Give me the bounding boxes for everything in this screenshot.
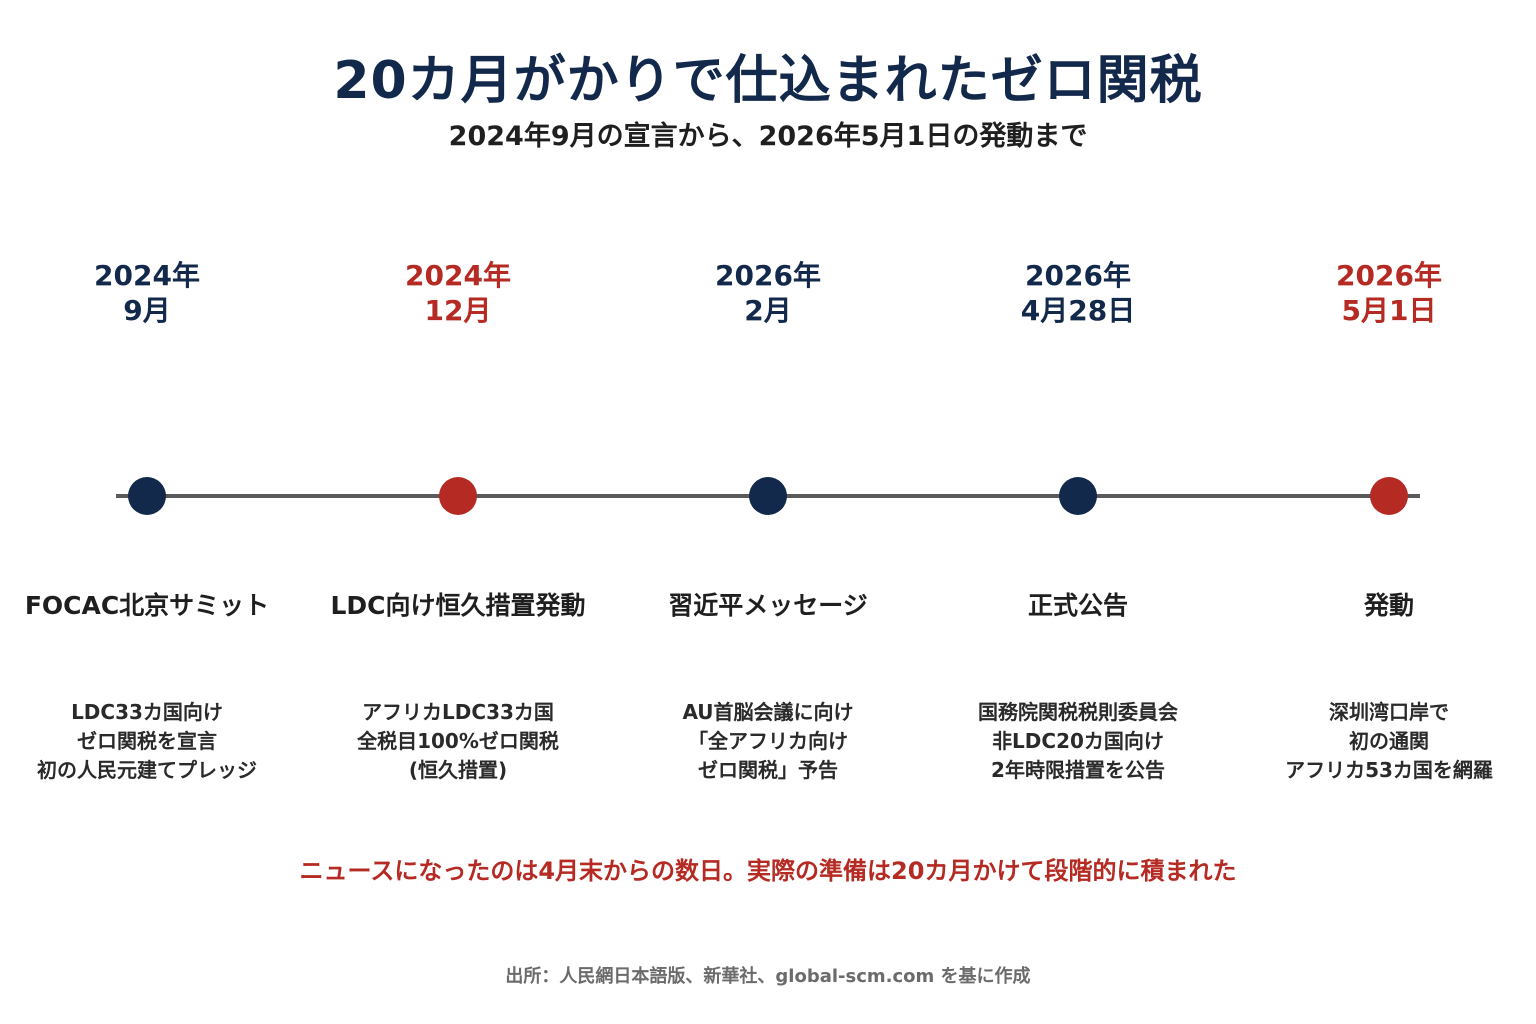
event-description: AU首脳会議に向け 「全アフリカ向け ゼロ関税」予告 — [682, 700, 854, 782]
event-marker — [128, 477, 166, 515]
event-date: 2024年 9月 — [94, 259, 200, 327]
source-credit: 出所：人民網日本語版、新華社、global-scm.com を基に作成 — [505, 966, 1031, 987]
event-marker — [1370, 477, 1408, 515]
timeline-event-official-notice: 2026年 4月28日 正式公告 国務院関税税則委員会 非LDC20カ国向け 2… — [928, 0, 1228, 1024]
event-date: 2024年 12月 — [405, 259, 511, 327]
event-description: アフリカLDC33カ国 全税目100%ゼロ関税 (恒久措置) — [357, 700, 559, 782]
event-marker — [1059, 477, 1097, 515]
summary-note: ニュースになったのは4月末からの数日。実際の準備は20カ月かけて段階的に積まれた — [299, 857, 1237, 885]
event-description: 国務院関税税則委員会 非LDC20カ国向け 2年時限措置を公告 — [978, 700, 1178, 782]
event-date: 2026年 4月28日 — [1020, 259, 1136, 327]
event-description: 深圳湾口岸で 初の通関 アフリカ53カ国を網羅 — [1285, 700, 1493, 782]
event-label: 発動 — [1363, 591, 1414, 620]
event-marker — [439, 477, 477, 515]
page-subtitle: 2024年9月の宣言から、2026年5月1日の発動まで — [448, 121, 1088, 152]
event-label: LDC向け恒久措置発動 — [330, 591, 586, 620]
event-label: 習近平メッセージ — [668, 591, 868, 620]
timeline-event-enactment: 2026年 5月1日 発動 深圳湾口岸で 初の通関 アフリカ53カ国を網羅 — [1239, 0, 1536, 1024]
page-title: 20カ月がかりで仕込まれたゼロ関税 — [333, 51, 1203, 111]
event-marker — [749, 477, 787, 515]
event-label: 正式公告 — [1027, 591, 1128, 620]
event-description: LDC33カ国向け ゼロ関税を宣言 初の人民元建てプレッジ — [37, 700, 257, 782]
timeline-event-focac: 2024年 9月 FOCAC北京サミット LDC33カ国向け ゼロ関税を宣言 初… — [0, 0, 297, 1024]
timeline-event-xi-message: 2026年 2月 習近平メッセージ AU首脳会議に向け 「全アフリカ向け ゼロ関… — [618, 0, 918, 1024]
event-date: 2026年 5月1日 — [1336, 259, 1442, 327]
event-date: 2026年 2月 — [715, 259, 821, 327]
timeline-event-ldc-permanent: 2024年 12月 LDC向け恒久措置発動 アフリカLDC33カ国 全税目100… — [308, 0, 608, 1024]
event-label: FOCAC北京サミット — [24, 591, 270, 620]
